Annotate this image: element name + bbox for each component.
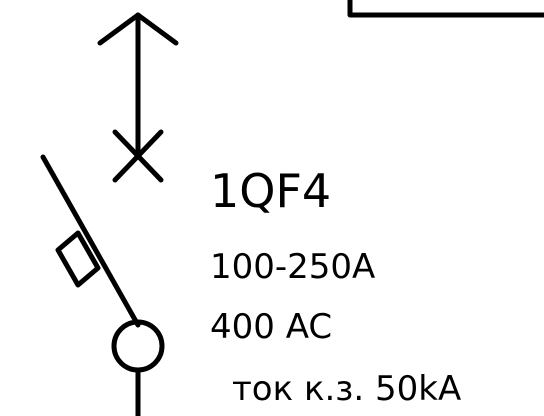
breaker-short-circuit-rating: ток к.з. 50kA [232, 369, 461, 409]
breaker-rated-current: 100-250A [210, 247, 375, 287]
breaker-designation: 1QF4 [210, 164, 331, 218]
thermal-release-icon [55, 230, 101, 288]
breaker-contact-circle-icon [111, 319, 165, 373]
breaker-switch-blade [40, 154, 141, 328]
breaker-rated-voltage: 400 AC [210, 307, 332, 347]
contact-cross-icon [112, 129, 164, 183]
feeder-arrow-icon [97, 12, 179, 160]
upper-device-frame [347, 0, 544, 18]
